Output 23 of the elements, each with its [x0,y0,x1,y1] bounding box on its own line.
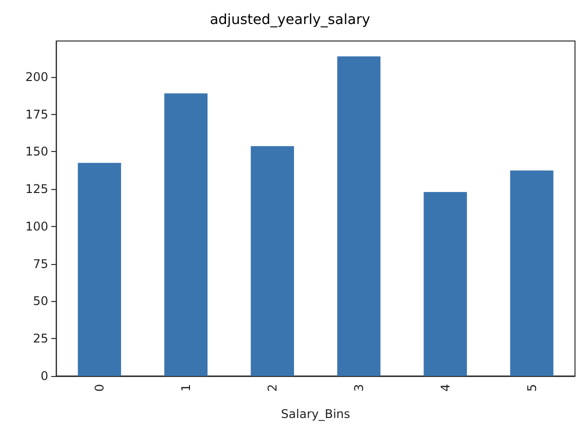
x-tick-label: 1 [178,384,193,392]
y-tick-label: 0 [40,369,48,383]
chart-title: adjusted_yearly_salary [210,12,370,28]
x-tick-label: 2 [265,384,280,392]
y-tick-label: 75 [32,256,48,271]
bar [250,146,294,376]
y-tick-label: 175 [25,107,48,122]
y-tick-label: 125 [25,182,48,196]
y-tick-label: 150 [25,144,48,159]
x-tick-label: 0 [92,384,106,392]
y-tick-label: 50 [32,294,48,308]
y-tick-label: 200 [25,70,48,84]
bar [424,192,467,376]
bar [510,170,554,376]
y-tick-label: 100 [25,219,48,234]
x-tick-label: 4 [438,384,452,392]
bar [164,93,208,376]
x-tick-label: 3 [352,384,366,392]
x-tick-label: 5 [524,384,539,392]
bar [78,162,122,376]
y-tick-label: 25 [32,332,48,346]
bar [337,56,380,376]
x-axis-title: Salary_Bins [281,407,350,421]
